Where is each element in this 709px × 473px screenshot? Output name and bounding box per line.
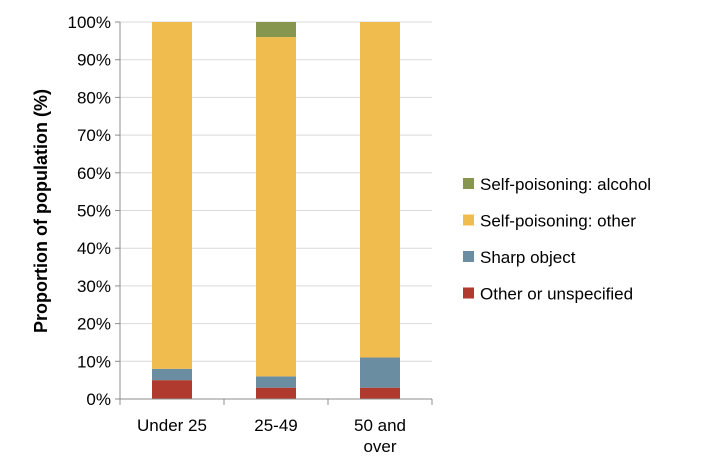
y-tick-label: 0% [86,390,111,409]
bar-segment [152,368,192,381]
legend-label: Self-poisoning: other [480,212,636,231]
bar-segment [256,37,296,377]
y-tick-label: 40% [77,239,111,258]
legend-swatch [463,287,474,299]
y-tick-label: 60% [77,164,111,183]
y-tick-label: 20% [77,315,111,334]
x-tick-label: Under 25 [137,416,207,435]
bar-segment [256,376,296,388]
y-tick-label: 100% [68,13,111,32]
legend: Self-poisoning: alcohol Self-poisoning: o… [463,175,651,304]
bar-segment [360,22,400,358]
bar-segment [256,387,296,399]
legend-swatch [463,251,474,262]
legend-label: Other or unspecified [480,285,633,304]
bar-segment [360,357,400,388]
legend-swatch [463,178,474,189]
y-tick-labels: 0% 10% 20% 30% 40% 50% 60% 70% 80% 90% 100% [68,13,111,409]
bar-segment [152,22,192,369]
legend-swatch [463,214,474,226]
y-tick-label: 50% [77,202,111,221]
y-tick-label: 10% [77,352,111,371]
bars [152,22,400,399]
axes [115,21,433,405]
y-axis-label: Proportion of population (%) [31,89,51,333]
x-tick-label: 50 and over [354,416,406,456]
legend-label: Self-poisoning: alcohol [480,175,651,194]
y-tick-label: 80% [77,88,111,107]
bar-segment [152,380,192,399]
bar-segment [256,22,296,38]
x-tick-labels: Under 25 25-49 50 and over [137,416,406,456]
y-tick-label: 90% [77,51,111,70]
legend-label: Sharp object [480,248,576,267]
bar-segment [360,387,400,399]
y-tick-label: 30% [77,277,111,296]
x-tick-label: 25-49 [254,416,297,435]
y-tick-label: 70% [77,126,111,145]
